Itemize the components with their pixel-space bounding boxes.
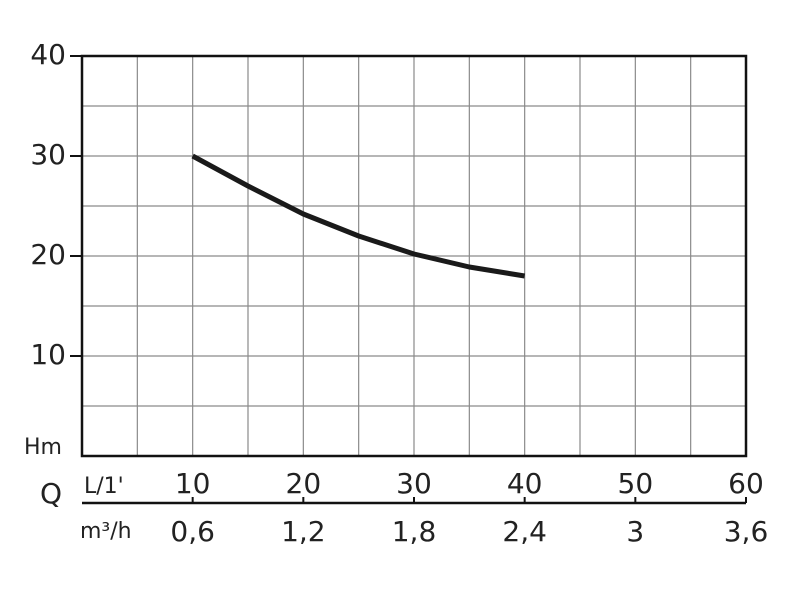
x-unit: L/1' <box>84 474 124 499</box>
x2-tick-label: 1,8 <box>392 515 437 548</box>
x2-tick-label: 1,2 <box>281 515 326 548</box>
x-tick-label: 50 <box>618 467 654 500</box>
curve <box>191 153 526 279</box>
y-tick-label: 10 <box>30 338 66 371</box>
x2-tick-label: 3,6 <box>724 515 769 548</box>
plot-frame <box>80 54 748 458</box>
x-tick-label: 60 <box>728 467 764 500</box>
x-tick-label: 10 <box>175 467 211 500</box>
x2-tick-label: 0,6 <box>170 515 215 548</box>
x2-unit: m³/h <box>80 519 132 544</box>
x2-tick-label: 3 <box>626 515 644 548</box>
x-axis-label: Q <box>40 477 62 510</box>
y-tick-label: 40 <box>30 38 66 71</box>
x2-tick-label: 2,4 <box>502 515 547 548</box>
y-tick-label: 20 <box>30 238 66 271</box>
y-axis-label: Hm <box>24 435 62 460</box>
x-tick-label: 40 <box>507 467 543 500</box>
y-tick-label: 30 <box>30 138 66 171</box>
x-tick-label: 20 <box>286 467 322 500</box>
x-tick-label: 30 <box>396 467 432 500</box>
